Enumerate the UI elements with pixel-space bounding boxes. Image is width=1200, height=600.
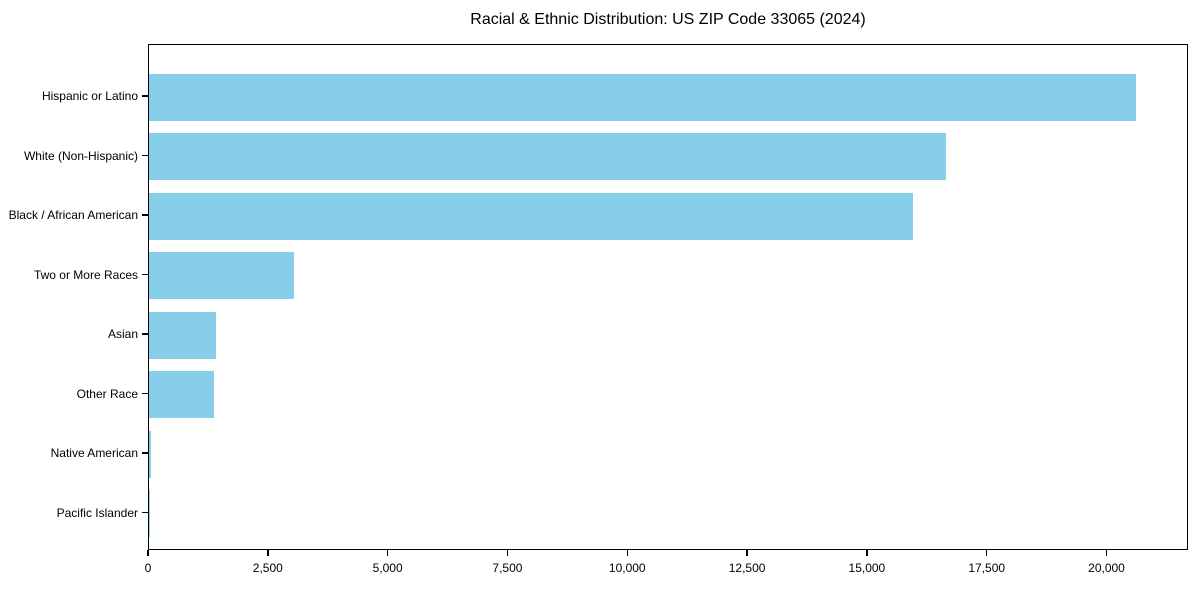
- x-tick-label: 20,000: [1088, 561, 1125, 575]
- x-tick-label: 10,000: [608, 561, 646, 575]
- x-tick-mark: [985, 550, 988, 556]
- x-tick-mark: [386, 550, 389, 556]
- y-tick-label: Hispanic or Latino: [41, 89, 138, 103]
- y-tick-mark: [142, 452, 148, 454]
- bar-black-african-american: [149, 192, 914, 240]
- x-tick-label: 5,000: [372, 561, 403, 575]
- y-tick-mark: [142, 95, 148, 97]
- y-tick-mark: [142, 333, 148, 335]
- y-tick-label: Native American: [50, 446, 138, 460]
- x-tick-mark: [267, 550, 269, 556]
- x-tick-mark: [626, 550, 628, 556]
- bar-asian: [149, 311, 217, 359]
- x-tick-label: 7,500: [492, 561, 523, 575]
- y-tick-label: Pacific Islander: [56, 505, 138, 520]
- x-tick-mark: [147, 550, 149, 556]
- bar-other-race: [149, 371, 214, 418]
- y-tick-label: Two or More Races: [33, 267, 138, 282]
- plot-area: [148, 44, 1188, 550]
- x-tick-mark: [506, 550, 509, 556]
- y-tick-mark: [142, 273, 148, 276]
- y-tick-mark: [142, 511, 148, 514]
- bar-hispanic-or-latino: [149, 73, 1137, 121]
- bar-pacific-islander: [149, 490, 150, 537]
- bar-two-or-more-races: [149, 252, 294, 299]
- y-tick-mark: [142, 392, 148, 395]
- bar-native-american: [149, 430, 151, 478]
- y-tick-label: Black / African American: [8, 208, 138, 222]
- y-tick-label: Asian: [107, 327, 138, 341]
- y-tick-mark: [142, 154, 148, 157]
- y-tick-label: Other Race: [76, 386, 138, 401]
- bar-white-non-hispanic: [149, 133, 947, 180]
- x-tick-label: 0: [144, 561, 152, 575]
- x-tick-label: 2,500: [252, 561, 283, 575]
- x-tick-label: 12,500: [728, 561, 766, 575]
- x-tick-mark: [746, 550, 748, 556]
- chart-title: Racial & Ethnic Distribution: US ZIP Cod…: [470, 11, 866, 28]
- x-tick-mark: [1105, 550, 1108, 556]
- x-tick-mark: [866, 550, 868, 556]
- y-tick-mark: [142, 214, 148, 216]
- x-tick-label: 15,000: [848, 561, 886, 575]
- y-tick-label: White (Non-Hispanic): [23, 148, 138, 163]
- x-tick-label: 17,500: [968, 561, 1006, 575]
